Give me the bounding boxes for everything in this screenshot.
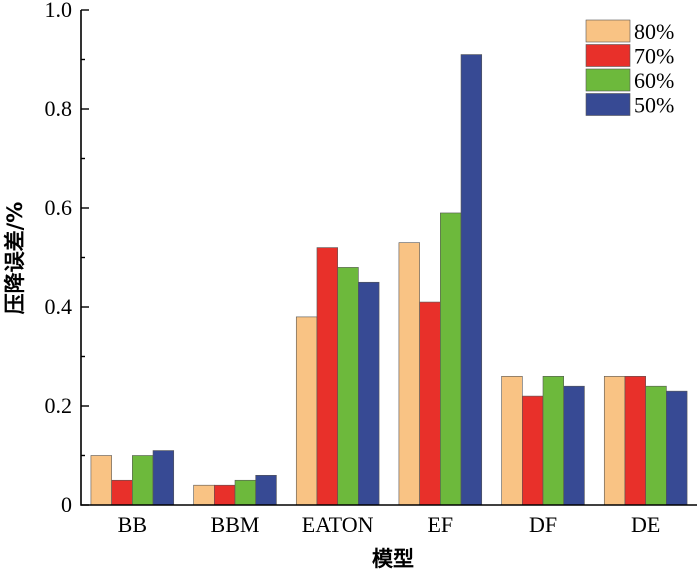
bar-bbm-60pct [234, 479, 257, 506]
bar-df-80pct [501, 375, 523, 506]
bar-bbm-80pct [193, 484, 215, 506]
legend-label: 50% [634, 93, 674, 118]
bar-bb-60pct [132, 455, 154, 506]
x-tick-label: DF [529, 512, 557, 537]
bar-df-70pct [521, 395, 544, 506]
axes-group: 0 0.2 0.4 0.6 0.8 1.0 BB BBM EATON EF DF DE [45, 0, 697, 537]
bar-de-80pct [603, 375, 626, 506]
x-tick-label: BB [118, 512, 147, 537]
y-tick-label: 1.0 [45, 0, 73, 22]
bar-bbm-70pct [214, 484, 236, 506]
legend-swatch [585, 44, 631, 67]
bar-ef-80pct [398, 242, 420, 506]
x-axis-title: 模型 [372, 547, 414, 570]
y-tick-label: 0 [61, 492, 72, 517]
bar-ef-50pct [460, 54, 483, 506]
legend-swatch [585, 19, 631, 43]
bar-df-60pct [542, 375, 565, 506]
bar-bbm-50pct [255, 474, 277, 506]
bar-df-50pct [563, 385, 585, 506]
legend-label: 70% [634, 44, 674, 69]
legend-swatch [585, 93, 631, 116]
x-tick-label: EF [427, 512, 453, 537]
y-tick-label: 0.6 [45, 195, 73, 220]
y-axis-title: 压降误差/% [3, 202, 27, 315]
legend-label: 80% [634, 19, 674, 44]
bar-bb-80pct [90, 455, 112, 506]
bars-group [90, 54, 688, 506]
y-tick-label: 0.4 [45, 294, 73, 319]
legend-swatch [585, 68, 631, 92]
bar-eaton-70pct [316, 247, 338, 506]
bar-de-60pct [645, 385, 667, 506]
legend-label: 60% [634, 68, 674, 93]
x-tick-label: EATON [302, 512, 374, 537]
bar-eaton-80pct [295, 316, 318, 506]
x-tick-label: BBM [211, 512, 260, 537]
bar-ef-70pct [419, 301, 441, 506]
legend: 80%70%60%50% [585, 19, 674, 118]
bar-bb-50pct [152, 450, 175, 506]
bar-de-70pct [624, 375, 646, 506]
x-tick-label: DE [631, 512, 660, 537]
bar-ef-60pct [440, 212, 462, 506]
bar-eaton-60pct [337, 267, 359, 506]
bar-bb-70pct [111, 479, 133, 506]
y-tick-label: 0.8 [45, 96, 73, 121]
bar-de-50pct [666, 390, 688, 506]
bar-eaton-50pct [358, 281, 380, 506]
y-tick-label: 0.2 [45, 393, 73, 418]
